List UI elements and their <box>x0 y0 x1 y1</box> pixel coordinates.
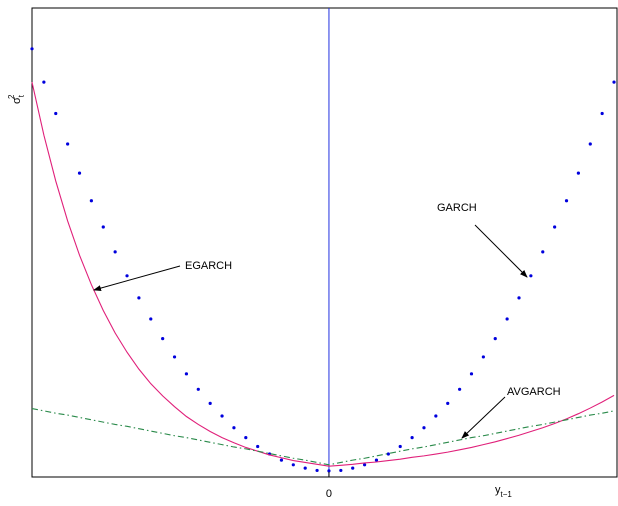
plot-area <box>30 8 616 477</box>
garch-dot <box>517 296 521 300</box>
garch-dot <box>481 355 485 359</box>
garch-dot <box>600 111 604 116</box>
garch-dot <box>279 458 284 462</box>
garch-dot <box>303 466 307 470</box>
garch-dot <box>256 444 260 449</box>
garch-dot <box>220 414 224 418</box>
garch-dot <box>315 468 319 473</box>
garch-dot <box>184 372 189 376</box>
garch-dot <box>458 387 462 391</box>
plot-frame <box>31 7 618 478</box>
y-axis-label: σt2 <box>7 94 26 104</box>
garch-dot <box>149 317 153 321</box>
garch-dot <box>434 414 438 418</box>
garch-dot <box>386 452 390 456</box>
garch-dot <box>196 387 200 391</box>
garch-dot <box>172 355 177 359</box>
garch-dot <box>505 317 509 321</box>
garch-dot <box>113 250 117 254</box>
garch-dot <box>42 80 46 84</box>
x-label-base: y <box>495 484 501 496</box>
y-label-sup: 2 <box>7 94 16 99</box>
garch-dot <box>469 372 474 376</box>
x-label-sub: t−1 <box>501 490 513 499</box>
annotation-arrow <box>474 224 528 278</box>
garch-dot <box>564 199 569 203</box>
garch-dot <box>374 458 379 462</box>
garch-dot <box>529 274 533 278</box>
garch-dot <box>541 250 545 254</box>
x-axis-label: yt−1 <box>495 484 512 499</box>
garch-dot <box>125 274 129 278</box>
garch-dot <box>553 225 557 229</box>
garch-dot <box>588 142 592 146</box>
garch-dot <box>208 401 212 405</box>
garch-dot <box>339 468 343 473</box>
garch-dot <box>576 171 580 175</box>
garch-dot <box>362 463 367 467</box>
garch-dot <box>398 444 402 449</box>
garch-dot <box>493 337 497 341</box>
annotation: GARCH <box>437 202 477 214</box>
garch-dot <box>77 171 82 175</box>
annotation: AVGARCH <box>507 386 561 398</box>
y-label-base: σ <box>11 97 23 104</box>
garch-dot <box>612 80 616 84</box>
garch-dot <box>54 111 58 116</box>
garch-dot <box>244 436 248 440</box>
garch-dot <box>291 463 295 467</box>
annotation: EGARCH <box>185 260 232 272</box>
garch-dot <box>101 225 105 229</box>
garch-dot <box>410 436 414 440</box>
series-line <box>31 81 615 467</box>
x-tick-label: 0 <box>326 488 332 500</box>
garch-dot <box>30 47 34 51</box>
garch-dot <box>446 401 450 405</box>
annotation-arrow <box>461 396 506 439</box>
garch-dot <box>66 142 70 146</box>
garch-dot <box>89 199 93 203</box>
annotation-arrow <box>93 265 181 292</box>
garch-dot <box>232 426 236 430</box>
series-line <box>31 407 615 466</box>
y-label-sub: t <box>17 94 26 97</box>
garch-dot <box>351 466 355 470</box>
garch-dot <box>161 337 165 341</box>
garch-dot <box>327 469 331 473</box>
garch-dot <box>422 426 426 430</box>
garch-dot <box>137 296 141 300</box>
